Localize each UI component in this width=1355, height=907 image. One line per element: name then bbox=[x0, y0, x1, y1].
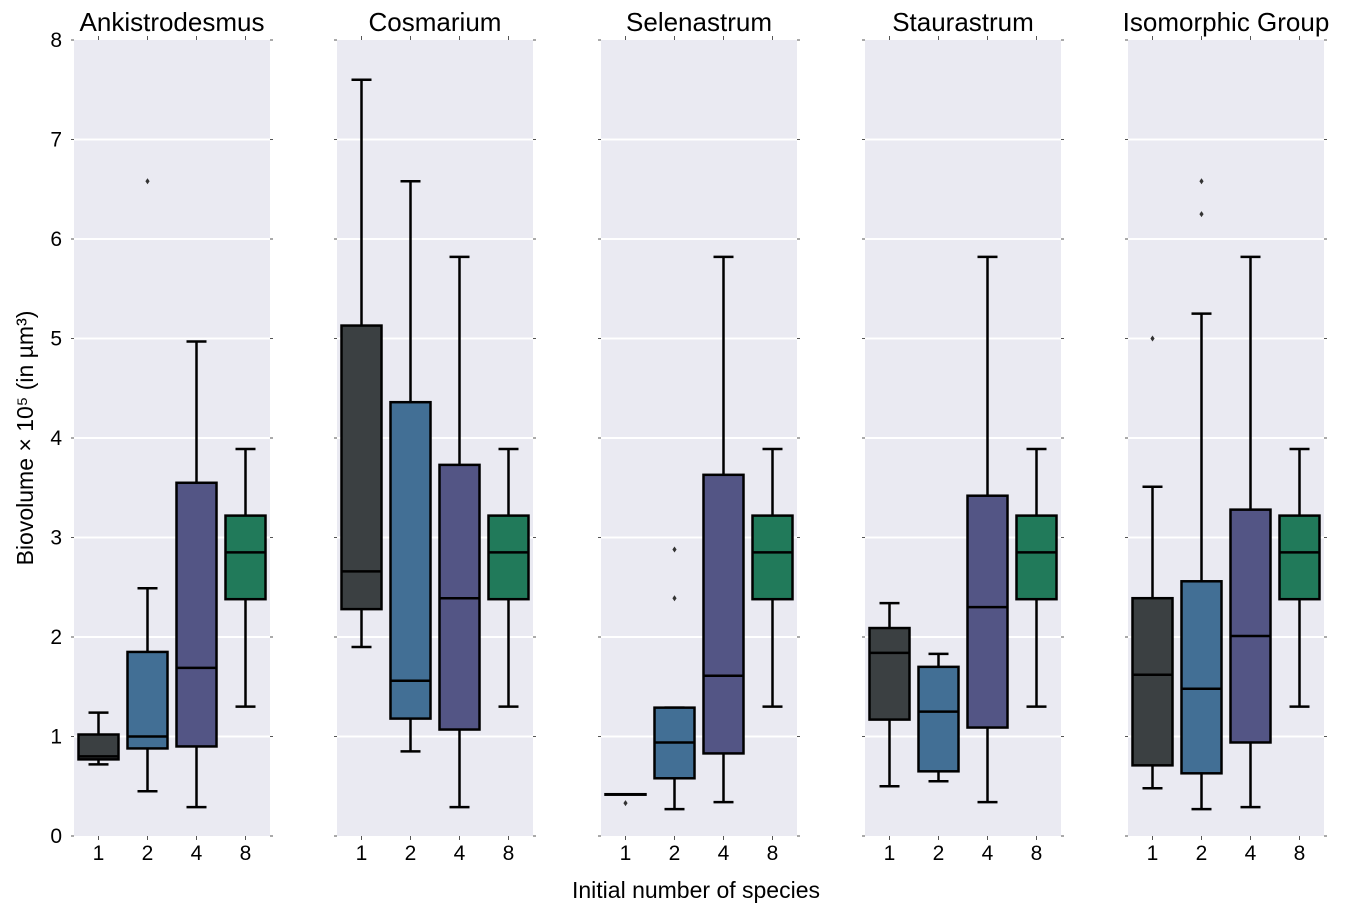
x-tick-label: 8 bbox=[1294, 842, 1306, 865]
panel-3: Staurastrum 1 2 4 8 bbox=[862, 7, 1064, 865]
box-body bbox=[1229, 508, 1272, 744]
box-1: 1 bbox=[77, 36, 120, 865]
box-8: 8 bbox=[1278, 36, 1321, 865]
box-1: 1 bbox=[1131, 36, 1174, 865]
box-4: 4 bbox=[438, 36, 481, 865]
box-body bbox=[175, 481, 218, 748]
x-tick-label: 1 bbox=[1147, 842, 1159, 865]
x-tick-label: 4 bbox=[454, 842, 466, 865]
x-tick-label: 8 bbox=[240, 842, 252, 865]
x-tick-label: 1 bbox=[884, 842, 896, 865]
box-8: 8 bbox=[224, 36, 267, 865]
box-8: 8 bbox=[751, 36, 794, 865]
box-2: 2 bbox=[1180, 36, 1223, 865]
x-tick-label: 2 bbox=[142, 842, 154, 865]
box-body bbox=[868, 626, 911, 721]
box-4: 4 bbox=[175, 36, 218, 865]
outlier-point bbox=[1199, 211, 1204, 218]
x-tick-label: 8 bbox=[503, 842, 515, 865]
x-axis-label: Initial number of species bbox=[572, 877, 820, 903]
panel-title: Staurastrum bbox=[892, 7, 1034, 37]
outlier-point bbox=[1150, 335, 1155, 342]
x-tick-label: 2 bbox=[1196, 842, 1208, 865]
box-8: 8 bbox=[1015, 36, 1058, 865]
box-body bbox=[224, 514, 267, 601]
box-body bbox=[1131, 596, 1174, 767]
x-tick-label: 2 bbox=[669, 842, 681, 865]
y-axis-label: Biovolume × 10⁵ (in µm³) bbox=[12, 311, 38, 566]
x-tick-label: 4 bbox=[982, 842, 994, 865]
x-tick-label: 8 bbox=[1031, 842, 1043, 865]
x-tick-label: 4 bbox=[718, 842, 730, 865]
box-body bbox=[487, 514, 530, 601]
box-body bbox=[340, 324, 383, 611]
panel-0: Ankistrodesmus 0 1 2 3 4 5 6 7 8 1 2 4 8 bbox=[50, 7, 273, 865]
box-2: 2 bbox=[917, 36, 960, 865]
box-body bbox=[702, 473, 745, 755]
x-tick-label: 4 bbox=[191, 842, 203, 865]
box-2: 2 bbox=[653, 36, 696, 865]
y-tick-label: 4 bbox=[50, 427, 62, 450]
box-4: 4 bbox=[702, 36, 745, 865]
box-body bbox=[126, 650, 169, 750]
box-body bbox=[1015, 514, 1058, 601]
box-2: 2 bbox=[389, 36, 432, 865]
box-1: 1 bbox=[868, 36, 911, 865]
x-tick-label: 2 bbox=[933, 842, 945, 865]
outlier-point bbox=[672, 546, 677, 553]
box-body bbox=[1278, 514, 1321, 601]
y-tick-label: 8 bbox=[50, 29, 62, 52]
outlier-point bbox=[1199, 178, 1204, 185]
box-4: 4 bbox=[1229, 36, 1272, 865]
box-2: 2 bbox=[126, 36, 169, 865]
panel-title: Isomorphic Group bbox=[1123, 7, 1330, 37]
outlier-point bbox=[672, 595, 677, 602]
panel-title: Selenastrum bbox=[626, 7, 772, 37]
box-1: 1 bbox=[340, 36, 383, 865]
y-tick-label: 7 bbox=[50, 129, 62, 152]
box-body bbox=[1180, 580, 1223, 775]
panel-title: Ankistrodesmus bbox=[80, 7, 265, 37]
panel-title: Cosmarium bbox=[369, 7, 502, 37]
x-tick-label: 2 bbox=[405, 842, 417, 865]
x-tick-label: 1 bbox=[356, 842, 368, 865]
y-tick-label: 2 bbox=[50, 626, 62, 649]
y-tick-label: 5 bbox=[50, 328, 62, 351]
box-8: 8 bbox=[487, 36, 530, 865]
outlier-point bbox=[623, 800, 628, 807]
x-tick-label: 4 bbox=[1245, 842, 1257, 865]
panels-layer: Ankistrodesmus 0 1 2 3 4 5 6 7 8 1 2 4 8 Cosmarium 1 2 4 8… bbox=[50, 7, 1329, 865]
box-body bbox=[966, 494, 1009, 729]
y-tick-label: 3 bbox=[50, 527, 62, 550]
box-1: 1 bbox=[604, 36, 647, 865]
box-4: 4 bbox=[966, 36, 1009, 865]
outlier-point bbox=[145, 178, 150, 185]
box-body bbox=[389, 400, 432, 720]
x-tick-label: 1 bbox=[620, 842, 632, 865]
panel-2: Selenastrum 1 2 4 8 bbox=[598, 7, 800, 865]
box-body bbox=[917, 665, 960, 773]
x-tick-label: 1 bbox=[93, 842, 105, 865]
box-body bbox=[751, 514, 794, 601]
panel-4: Isomorphic Group 1 2 4 8 bbox=[1123, 7, 1330, 865]
panel-1: Cosmarium 1 2 4 8 bbox=[334, 7, 536, 865]
y-tick-label: 0 bbox=[50, 825, 62, 848]
y-tick-label: 6 bbox=[50, 228, 62, 251]
y-tick-label: 1 bbox=[50, 726, 62, 749]
x-tick-label: 8 bbox=[767, 842, 779, 865]
